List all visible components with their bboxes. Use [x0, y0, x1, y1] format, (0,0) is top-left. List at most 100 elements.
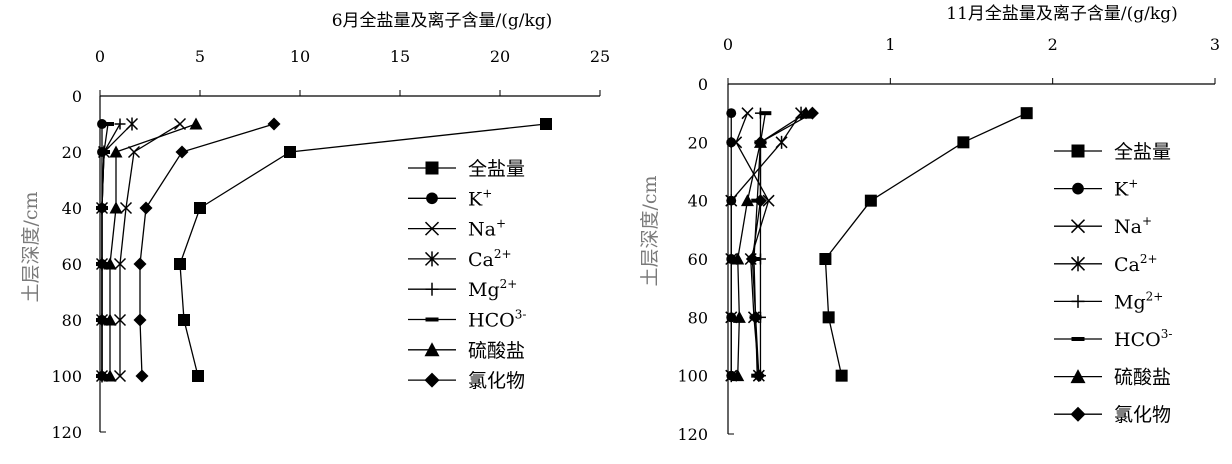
legend-marker [426, 192, 438, 205]
november-x-tick-label: 1 [885, 35, 895, 54]
june-series-line [139, 123, 275, 377]
chart-november-title: 11月全盐量及离子含量/(g/kg) [946, 4, 1177, 24]
june-series-7 [133, 117, 281, 383]
june-data-point [175, 145, 189, 159]
november-y-tick-label: 60 [688, 250, 708, 269]
june-data-point [103, 369, 117, 382]
legend-entry: Ca2+ [1054, 252, 1158, 276]
november-data-point [730, 136, 743, 149]
legend-label: Mg2+ [468, 277, 517, 301]
legend-label: K+ [468, 186, 492, 210]
november-data-point [731, 369, 745, 382]
legend-marker [424, 221, 440, 236]
june-series-0 [174, 118, 552, 382]
legend-entry: K+ [1054, 177, 1138, 201]
november-data-point [762, 194, 775, 207]
legend-marker [425, 161, 439, 175]
legend-label: Na+ [1114, 214, 1152, 238]
november-data-point [726, 137, 737, 148]
november-data-point [819, 253, 832, 265]
chart-june: 6月全盐量及离子含量/(g/kg) 土层深度/cm 0 5 10 15 20 25 0 20 4… [20, 11, 610, 442]
legend-label: 全盐量 [468, 158, 525, 180]
june-series-line [109, 123, 197, 376]
june-data-point [267, 117, 281, 131]
june-y-tick-label: 60 [62, 255, 82, 274]
june-data-point [96, 374, 108, 378]
november-data-point [752, 369, 766, 383]
legend-label: HCO3- [468, 308, 526, 332]
june-series-6 [103, 117, 203, 382]
june-x-tick-label: 5 [195, 47, 205, 66]
november-data-point [741, 107, 754, 120]
november-series-0 [819, 107, 1033, 382]
november-data-point [726, 108, 737, 119]
legend-marker [1070, 219, 1086, 234]
november-data-point [732, 310, 746, 323]
legend-marker [1070, 406, 1086, 422]
legend-entry: 硫酸盐 [1054, 367, 1171, 389]
june-y-tick-label: 40 [62, 199, 82, 218]
legend-entry: K+ [408, 186, 492, 210]
legend-entry: Mg2+ [408, 277, 517, 301]
legend-marker [1070, 256, 1086, 272]
legend-entry: 氯化物 [1054, 404, 1171, 426]
november-data-point [835, 369, 848, 382]
june-data-point [113, 257, 127, 271]
june-x-tick-label: 20 [490, 47, 510, 66]
june-y-tick-label: 120 [51, 423, 82, 442]
november-series-7 [745, 106, 819, 383]
november-data-point [805, 106, 819, 120]
legend-entry: Ca2+ [408, 247, 512, 271]
chart-november-ylabel: 土层深度/cm [639, 175, 661, 286]
june-series-5 [96, 122, 114, 378]
legend-label: HCO3- [1114, 327, 1172, 351]
chart-november: 11月全盐量及离子含量/(g/kg) 土层深度/cm 0 1 2 3 0 20 40 60 80… [639, 4, 1220, 444]
legend-entry: 氯化物 [408, 370, 525, 392]
november-series-6 [731, 106, 813, 382]
legend-marker [1071, 144, 1085, 158]
legend-marker [1071, 337, 1085, 341]
june-data-point [174, 258, 186, 270]
legend-label: 硫酸盐 [1114, 367, 1171, 389]
november-x-tick-label: 2 [1048, 35, 1058, 54]
november-data-point [822, 311, 835, 324]
chart-june-title: 6月全盐量及离子含量/(g/kg) [332, 11, 553, 31]
november-data-point [1020, 107, 1033, 120]
november-series-3 [725, 106, 808, 383]
june-data-point [540, 118, 552, 130]
legend-entry: Na+ [1054, 214, 1152, 238]
june-data-point [103, 313, 117, 326]
november-data-point [749, 310, 763, 324]
november-data-point [759, 111, 772, 116]
june-data-point [139, 201, 153, 215]
november-data-point [745, 252, 759, 266]
november-data-point [731, 252, 745, 265]
november-data-point [957, 136, 970, 149]
november-y-tick-label: 0 [698, 75, 708, 94]
june-data-point [135, 369, 149, 383]
november-data-point [725, 194, 738, 208]
legend-label: Na+ [468, 217, 506, 241]
legend-entry: 全盐量 [1054, 141, 1171, 163]
june-series-line [119, 123, 181, 376]
june-data-point [98, 150, 110, 154]
june-data-point [133, 313, 147, 327]
november-y-tick-label: 20 [688, 133, 708, 152]
june-x-tick-label: 10 [290, 47, 310, 66]
november-series-line [824, 112, 1027, 376]
june-data-point [192, 370, 204, 382]
november-y-tick-label: 40 [688, 192, 708, 211]
november-series-line [735, 112, 770, 376]
november-series-5 [747, 111, 772, 378]
june-data-point [113, 313, 127, 327]
legend-label: 硫酸盐 [468, 340, 525, 362]
june-data-point [102, 122, 114, 126]
june-data-point [119, 201, 133, 215]
june-series-line [101, 123, 133, 376]
june-data-point [113, 369, 127, 383]
june-x-tick-label: 0 [95, 47, 105, 66]
legend-label: Ca2+ [1114, 252, 1158, 276]
november-data-point [775, 135, 788, 149]
legend-entry: 硫酸盐 [408, 340, 525, 362]
